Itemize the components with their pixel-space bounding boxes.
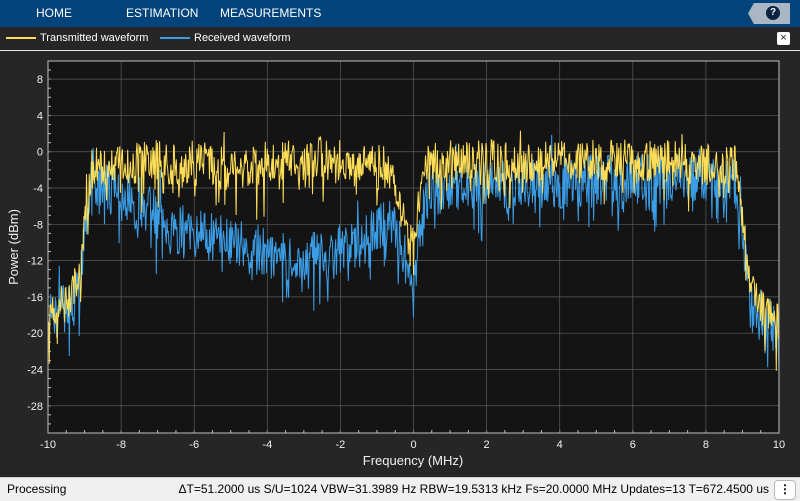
help-icon: ? — [766, 6, 780, 20]
legend-line-received — [160, 37, 190, 40]
y-tick-label: -12 — [27, 256, 43, 268]
legend-item-received[interactable]: Received waveform — [160, 27, 291, 49]
x-tick-label: -8 — [116, 439, 126, 451]
x-tick-label: -2 — [336, 439, 346, 451]
toolstrip: HOME ESTIMATION MEASUREMENTS ? — [0, 0, 800, 27]
help-button[interactable]: ? — [748, 3, 790, 24]
y-tick-label: 0 — [37, 147, 43, 159]
legend-line-transmitted — [6, 37, 36, 40]
y-tick-label: -4 — [33, 183, 43, 195]
x-tick-label: 8 — [703, 439, 709, 451]
tab-measurements[interactable]: MEASUREMENTS — [220, 6, 322, 20]
x-tick-label: 2 — [484, 439, 490, 451]
x-axis-label: Frequency (MHz) — [363, 453, 463, 468]
y-tick-label: -24 — [27, 364, 43, 376]
legend-label-received: Received waveform — [194, 32, 291, 44]
x-tick-label: 0 — [410, 439, 416, 451]
status-bar: Processing ΔT=51.2000 us S/U=1024 VBW=31… — [0, 477, 800, 501]
y-axis-label: Power (dBm) — [6, 209, 21, 285]
y-tick-label: 8 — [37, 74, 43, 86]
y-tick-label: -16 — [27, 292, 43, 304]
legend-item-transmitted[interactable]: Transmitted waveform — [6, 27, 148, 49]
status-state: Processing — [7, 482, 67, 496]
y-tick-label: -8 — [33, 219, 43, 231]
series-line-transmitted — [47, 130, 780, 371]
x-tick-label: -6 — [189, 439, 199, 451]
x-tick-labels: -10 -8 -6 -4 -2 0 2 4 6 8 10 — [40, 439, 785, 451]
y-tick-label: 4 — [37, 110, 43, 122]
tab-estimation[interactable]: ESTIMATION — [126, 6, 199, 20]
tab-home[interactable]: HOME — [36, 6, 72, 20]
axes-frame — [47, 60, 780, 434]
x-tick-label: -10 — [40, 439, 56, 451]
y-tick-label: -28 — [27, 401, 43, 413]
series-line-received — [47, 134, 780, 373]
status-menu-icon[interactable]: ⋮ — [774, 480, 796, 500]
x-tick-label: 10 — [773, 439, 785, 451]
legend-bar: Transmitted waveform Received waveform × — [0, 27, 800, 51]
legend-close-icon[interactable]: × — [777, 32, 790, 45]
y-tick-label: -20 — [27, 328, 43, 340]
x-tick-label: 4 — [557, 439, 563, 451]
y-tick-labels: 8 4 0 -4 -8 -12 -16 -20 -24 -28 — [27, 74, 43, 413]
legend-label-transmitted: Transmitted waveform — [40, 32, 149, 44]
status-readout: ΔT=51.2000 us S/U=1024 VBW=31.3989 Hz RB… — [178, 482, 770, 496]
traces — [47, 130, 780, 373]
spectrum-plot[interactable]: -10 -8 -6 -4 -2 0 2 4 6 8 10 840-4-8-12-16-20-24-2… — [0, 51, 800, 477]
x-tick-label: 6 — [630, 439, 636, 451]
x-tick-label: -4 — [262, 439, 272, 451]
